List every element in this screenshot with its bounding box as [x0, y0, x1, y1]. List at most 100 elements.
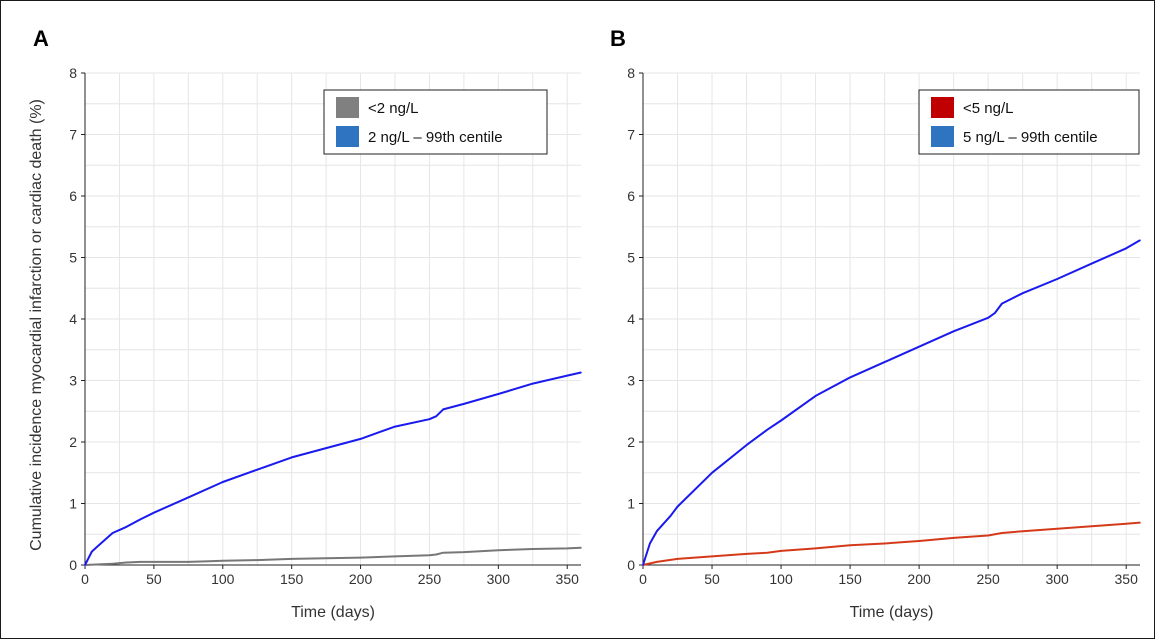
data-point: [111, 562, 114, 565]
data-point: [125, 561, 128, 564]
data-point: [290, 456, 293, 459]
data-point: [91, 550, 93, 553]
data-point: [1021, 530, 1024, 532]
data-point: [435, 553, 438, 556]
data-point: [359, 556, 362, 559]
y-tick-label: 4: [69, 311, 77, 327]
legend-label: <5 ng/L: [963, 100, 1013, 117]
data-point: [814, 395, 817, 397]
data-point: [97, 563, 100, 566]
legend-swatch: [931, 126, 954, 147]
data-point: [566, 547, 569, 550]
data-point: [566, 374, 569, 377]
data-point: [221, 481, 224, 483]
data-point: [1139, 239, 1141, 242]
data-point: [745, 553, 748, 555]
data-point: [394, 555, 396, 558]
data-point: [463, 403, 465, 405]
x-tick-label: 100: [769, 571, 793, 587]
data-point: [745, 444, 748, 446]
chart-panel-b: B 0 1 2 3 4 5 6 7 8 0 50 100 150 200 250 300 350 Time (day…: [610, 26, 1141, 621]
data-point: [952, 330, 955, 333]
data-point: [952, 537, 955, 539]
data-point: [435, 415, 438, 417]
data-point: [849, 376, 851, 379]
data-point: [187, 496, 190, 499]
x-tick-label: 150: [280, 571, 304, 587]
y-tick-label: 6: [627, 188, 635, 204]
data-point: [325, 447, 327, 449]
legend-label: 5 ng/L – 99th centile: [963, 129, 1098, 146]
data-point: [1125, 247, 1127, 250]
data-point: [987, 534, 989, 537]
data-point: [497, 393, 500, 395]
x-tick-label: 300: [487, 571, 511, 587]
data-point: [676, 558, 679, 560]
legend-box: [323, 89, 548, 155]
data-point: [394, 425, 396, 428]
series-line-0: [642, 521, 1141, 566]
data-point: [153, 511, 155, 514]
data-point: [463, 551, 465, 553]
data-point: [1056, 527, 1058, 530]
legend-label: <2 ng/L: [368, 100, 418, 117]
x-tick-label: 300: [1045, 571, 1069, 587]
data-point: [97, 544, 100, 547]
y-tick-label: 2: [69, 434, 77, 450]
y-tick-label: 7: [69, 127, 77, 143]
data-point: [221, 559, 224, 562]
x-tick-label: 250: [418, 571, 442, 587]
data-point: [531, 382, 534, 385]
data-point: [442, 408, 445, 411]
panel-letter: A: [33, 26, 49, 51]
data-point: [290, 558, 293, 560]
data-point: [849, 544, 851, 547]
legend-label: 2 ng/L – 99th centile: [368, 129, 503, 146]
data-point: [1001, 302, 1003, 305]
data-point: [580, 546, 582, 549]
legend: <5 ng/L 5 ng/L – 99th centile: [918, 89, 1140, 155]
data-point: [428, 554, 431, 556]
data-point: [84, 564, 86, 566]
data-point: [711, 471, 713, 474]
x-tick-label: 250: [976, 571, 1000, 587]
y-tick-label: 0: [627, 557, 635, 573]
legend-box: [918, 89, 1140, 155]
y-axis-title: Cumulative incidence myocardial infarcti…: [28, 99, 45, 551]
data-point: [139, 561, 141, 563]
data-point: [766, 428, 769, 431]
y-tick-label: 1: [69, 496, 77, 512]
x-axis-title: Time (days): [291, 604, 375, 621]
data-point: [656, 530, 658, 532]
x-tick-label: 200: [349, 571, 373, 587]
y-tick-label: 1: [627, 496, 635, 512]
data-point: [649, 542, 651, 545]
y-tick-label: 3: [627, 373, 635, 389]
data-point: [814, 547, 817, 550]
data-point: [111, 532, 114, 534]
data-point: [711, 555, 713, 558]
x-tick-label: 350: [1115, 571, 1139, 587]
series-line-1: [84, 371, 582, 566]
data-point: [766, 551, 769, 554]
data-point: [918, 345, 920, 348]
data-point: [531, 548, 534, 550]
y-tick-label: 4: [627, 311, 635, 327]
legend-swatch: [336, 97, 359, 118]
y-tick-label: 8: [627, 65, 635, 81]
x-axis-title: Time (days): [850, 604, 934, 621]
x-tick-label: 100: [211, 571, 235, 587]
chart-panel-a: A 0 1 2 3 4 5 6 7 8 0 50 100 150 200 250 300 350 Time (day…: [28, 26, 582, 621]
data-point: [780, 419, 782, 422]
y-tick-label: 8: [69, 65, 77, 81]
data-point: [187, 561, 190, 563]
data-point: [1021, 292, 1024, 294]
data-point: [1090, 525, 1093, 528]
series-line-0: [84, 546, 582, 566]
data-point: [642, 564, 644, 566]
data-point: [780, 550, 782, 552]
data-point: [987, 316, 989, 319]
x-tick-label: 200: [907, 571, 931, 587]
x-tick-label: 50: [704, 571, 720, 587]
data-point: [139, 518, 141, 521]
